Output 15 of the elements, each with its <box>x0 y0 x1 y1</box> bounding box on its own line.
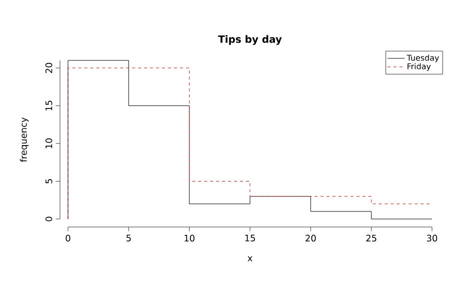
y-tick-label: 0 <box>45 216 52 222</box>
y-axis-title: frequency <box>20 117 29 162</box>
x-tick-label: 25 <box>366 234 376 242</box>
x-axis-title: x <box>248 256 252 262</box>
y-tick-label: 15 <box>46 100 52 110</box>
x-tick-label: 30 <box>426 234 438 242</box>
y-tick-label: 10 <box>45 138 52 148</box>
chart-title: Tips by day <box>218 35 282 45</box>
x-tick-label: 5 <box>126 234 131 242</box>
x-tick-label: 10 <box>184 234 194 242</box>
x-tick-label: 20 <box>306 234 316 242</box>
x-tick-label: 15 <box>245 234 255 242</box>
y-tick-label: 20 <box>45 62 52 73</box>
x-tick-label: 0 <box>66 234 70 242</box>
y-tick-label: 5 <box>46 179 52 184</box>
